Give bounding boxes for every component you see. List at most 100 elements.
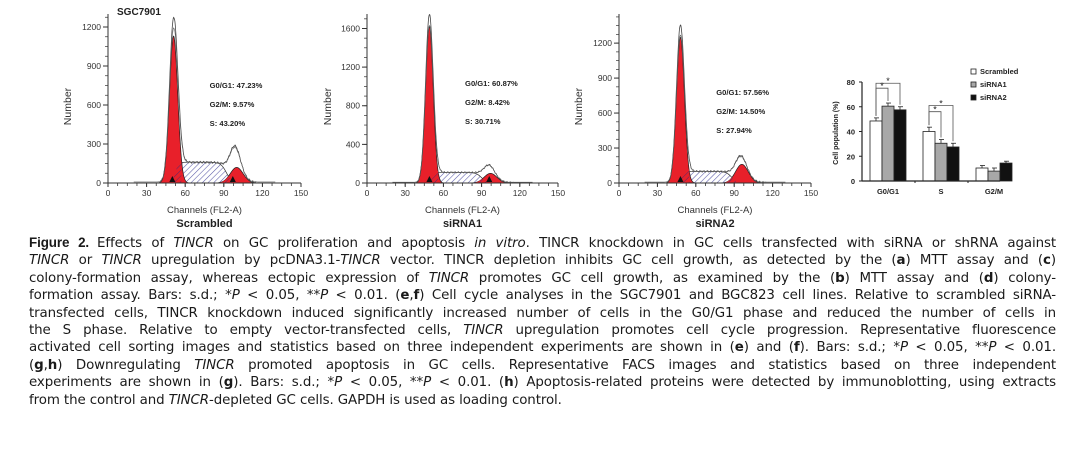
caption-line: activated cell sorting images and statis… <box>29 339 1056 356</box>
significance-bracket <box>875 82 901 116</box>
y-tick-label: 600 <box>598 108 612 118</box>
caption-segment: , <box>43 357 48 373</box>
y-tick-label: 20 <box>847 152 855 161</box>
caption-segment: TINCR <box>194 357 235 373</box>
caption-segment: c <box>1043 253 1051 269</box>
g2-s-overlap <box>723 177 742 183</box>
raw-histogram-line <box>644 24 786 184</box>
y-tick-label: 1600 <box>341 23 360 33</box>
y-tick-label: 400 <box>346 139 360 149</box>
fit-histogram-line <box>133 27 276 183</box>
caption-segment: in vitro <box>474 236 526 251</box>
bar-sirna2 <box>893 109 907 182</box>
caption-segment: , <box>409 288 414 304</box>
peak-marker-icon <box>426 176 433 182</box>
caption-segment: < 0.05, ** <box>342 375 424 391</box>
histogram-panel-0: 0 30 60 90 120 150 0 300 600 900 1200 Channels (FL2… <box>62 7 308 230</box>
caption-segment: upregulation promotes cell cycle progres… <box>503 323 1057 339</box>
bar-sirna2 <box>999 162 1013 182</box>
y-tick-label: 900 <box>87 61 101 71</box>
peak-marker-icon <box>677 176 684 182</box>
x-axis-label: Channels (FL2-A) <box>167 205 242 216</box>
caption-line: colony-formation assay, whereas ectopic … <box>29 270 1056 287</box>
x-tick-label: 90 <box>729 188 739 198</box>
x-tick-label: 90 <box>477 188 487 198</box>
category-label: G0/G1 <box>877 187 899 196</box>
x-tick-label: 60 <box>691 188 701 198</box>
caption-segment: ) MTT assay and ( <box>844 270 984 286</box>
y-tick-label: 900 <box>598 73 612 83</box>
phase-percentage-label: G2/M: 14.50% <box>716 107 765 116</box>
x-tick-label: 60 <box>180 188 190 198</box>
x-tick-label: 60 <box>439 188 449 198</box>
caption-segment: P <box>231 288 240 304</box>
caption-segment: TINCR <box>101 253 142 269</box>
caption-line: TINCR or TINCR upregulation by pcDNA3.1-… <box>29 252 1056 269</box>
x-axis-label: Channels (FL2-A) <box>678 205 753 216</box>
x-tick-label: 30 <box>400 188 410 198</box>
y-tick-label: 0 <box>96 178 101 188</box>
x-tick-label: 120 <box>255 188 269 198</box>
caption-segment: ). Bars: s.d.; * <box>799 340 900 356</box>
bar-sirna1 <box>881 105 895 182</box>
bar-sirna1 <box>934 142 948 182</box>
caption-segment: vector. TINCR depletion inhibits GC cell… <box>380 253 897 269</box>
x-tick-label: 150 <box>294 188 308 198</box>
x-tick-label: 120 <box>513 188 527 198</box>
phase-percentage-label: G0/G1: 60.87% <box>465 79 518 88</box>
caption-segment: f <box>413 288 420 304</box>
bar-sirna1 <box>987 170 1001 182</box>
caption-segment: < 0.05, ** <box>239 288 321 304</box>
caption-segment: P <box>423 375 432 391</box>
legend-swatch <box>970 94 977 101</box>
g0g1-peak <box>392 25 533 184</box>
legend-label: siRNA2 <box>980 93 1007 102</box>
caption-segment: e <box>400 288 410 304</box>
caption-segment: h <box>504 375 514 391</box>
y-tick-label: 60 <box>847 103 855 112</box>
caption-segment: ) and ( <box>743 340 794 356</box>
phase-percentage-label: G2/M: 8.42% <box>465 98 510 107</box>
y-tick-label: 0 <box>851 177 855 186</box>
x-tick-label: 30 <box>142 188 152 198</box>
caption-segment: ) Cell cycle analyses in the SGC7901 and… <box>419 288 1056 304</box>
caption-segment: g <box>34 357 44 373</box>
category-label: G2/M <box>985 187 1003 196</box>
caption-segment: promoted apoptosis in GC cells. Represen… <box>234 357 1056 373</box>
caption-segment: TINCR <box>173 236 214 251</box>
y-axis-label: Number <box>573 87 585 125</box>
y-tick-label: 40 <box>847 128 855 137</box>
peak-marker-icon <box>229 176 236 182</box>
figure-label: Figure 2. <box>29 235 90 250</box>
caption-segment: d <box>983 270 994 286</box>
fit-histogram-line <box>392 25 533 183</box>
peak-marker-icon <box>169 176 176 182</box>
significance-bracket <box>928 105 954 142</box>
caption-segment: or <box>69 253 102 269</box>
y-axis-label: Cell population (%) <box>833 101 840 164</box>
caption-segment: ) MTT assay and ( <box>905 253 1044 269</box>
y-tick-label: 1200 <box>593 38 612 48</box>
y-axis-label: Number <box>322 87 334 125</box>
x-tick-label: 150 <box>551 188 565 198</box>
x-tick-label: 0 <box>365 188 370 198</box>
bar-scrambled <box>869 120 883 182</box>
histogram-panel-1: 0 30 60 90 120 150 0 400 800 1200 1600 Channels (FL… <box>322 14 565 230</box>
g0g1-peak <box>133 35 276 184</box>
caption-segment: . TINCR knockdown in GC cells transfecte… <box>525 236 1056 251</box>
s-phase-area <box>644 171 786 184</box>
g1-s-overlap <box>173 161 182 183</box>
caption-segment: P <box>334 375 343 391</box>
caption-segment: experiments are shown in ( <box>29 375 224 391</box>
s-phase-area <box>392 172 533 184</box>
caption-segment: the S phase. Relative to empty vector-tr… <box>29 323 464 339</box>
caption-segment: P <box>320 288 329 304</box>
y-tick-label: 0 <box>607 178 612 188</box>
raw-histogram-line <box>392 14 533 184</box>
significance-star: * <box>886 76 890 86</box>
caption-line: experiments are shown in (g). Bars: s.d.… <box>29 374 1056 391</box>
caption-segment: TINCR <box>428 270 470 286</box>
caption-segment: < 0.01. ( <box>328 288 401 304</box>
phase-percentage-label: G0/G1: 57.56% <box>716 88 769 97</box>
x-tick-label: 120 <box>766 188 780 198</box>
